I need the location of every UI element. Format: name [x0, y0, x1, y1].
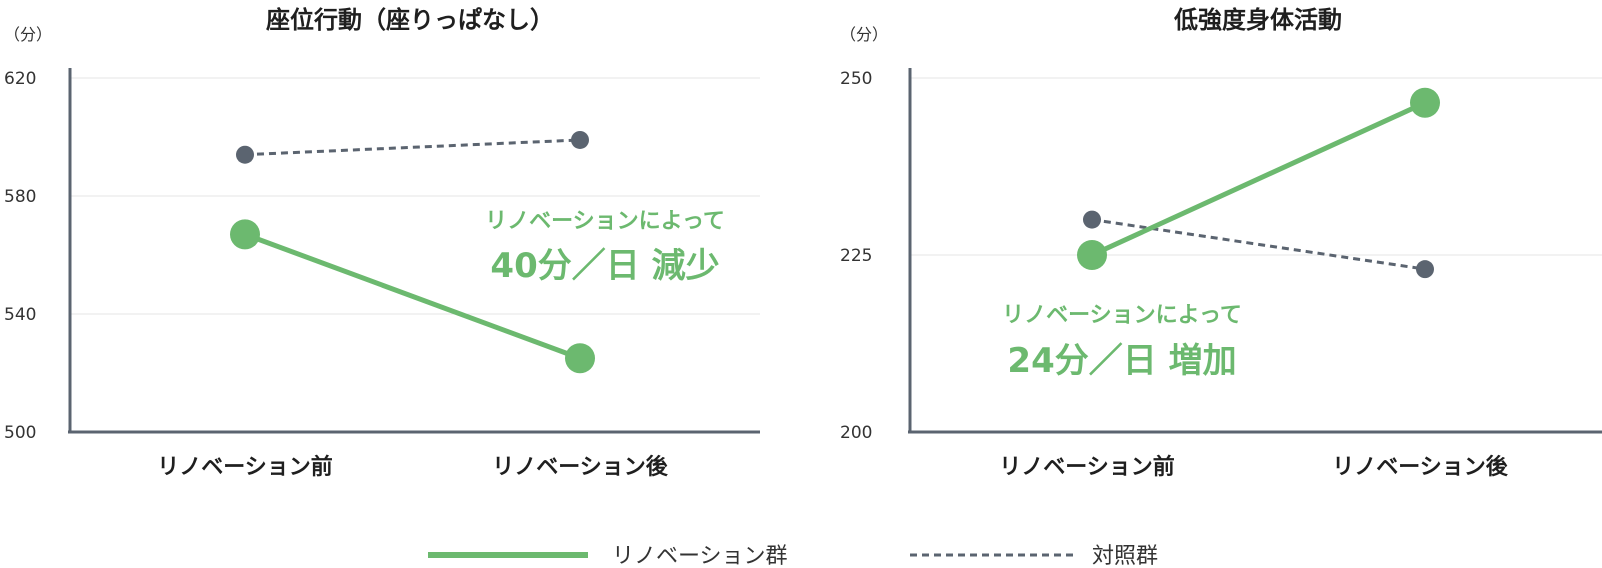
gridlines [70, 77, 760, 315]
series-line-control [244, 138, 581, 157]
y-tick-label: 540 [4, 305, 36, 325]
x-tick-label: リノベーション後 [1332, 454, 1509, 480]
y-tick-label: 225 [840, 246, 872, 266]
data-point-control [1083, 210, 1101, 229]
legend: リノベーション群 対照群 [428, 544, 1158, 568]
data-point-control [236, 145, 254, 164]
chart-sitting: 座位行動（座りっぱなし） （分） 620 580 540 500 リノベーション前 リ… [4, 6, 760, 480]
y-tick-label: 200 [840, 423, 872, 443]
data-point-renovation [565, 343, 595, 374]
y-unit-label: （分） [4, 25, 52, 44]
y-unit-label: （分） [840, 25, 888, 44]
x-tick-label: リノベーション前 [157, 454, 333, 480]
annotation-line2: 40分／日 減少 [490, 246, 719, 286]
y-tick-label: 620 [4, 69, 36, 89]
y-tick-labels: 250 225 200 [840, 69, 872, 443]
annotation-line1: リノベーションによって [485, 209, 725, 234]
chart-title: 座位行動（座りっぱなし） [266, 6, 554, 34]
annotation-line1: リノベーションによって [1002, 303, 1242, 328]
y-tick-labels: 620 580 540 500 [4, 69, 36, 443]
data-point-renovation [1410, 87, 1440, 118]
data-point-control [1416, 260, 1434, 279]
gridlines [910, 77, 1602, 256]
data-point-control [571, 130, 589, 149]
series-line-renovation [1090, 100, 1427, 258]
chart-title: 低強度身体活動 [1173, 6, 1342, 34]
series-line-renovation [244, 232, 581, 361]
series-layer [230, 130, 595, 374]
x-tick-label: リノベーション前 [999, 454, 1175, 480]
series-layer [1077, 87, 1440, 279]
legend-label-renovation: リノベーション群 [612, 544, 788, 568]
y-tick-label: 500 [4, 423, 36, 443]
y-tick-label: 580 [4, 187, 36, 207]
x-tick-label: リノベーション後 [492, 454, 669, 480]
data-point-renovation [1077, 240, 1107, 270]
y-tick-label: 250 [840, 69, 872, 89]
legend-label-control: 対照群 [1092, 544, 1158, 568]
annotation-line2: 24分／日 増加 [1007, 341, 1236, 381]
data-point-renovation [230, 219, 260, 250]
series-line-control [1091, 218, 1426, 271]
